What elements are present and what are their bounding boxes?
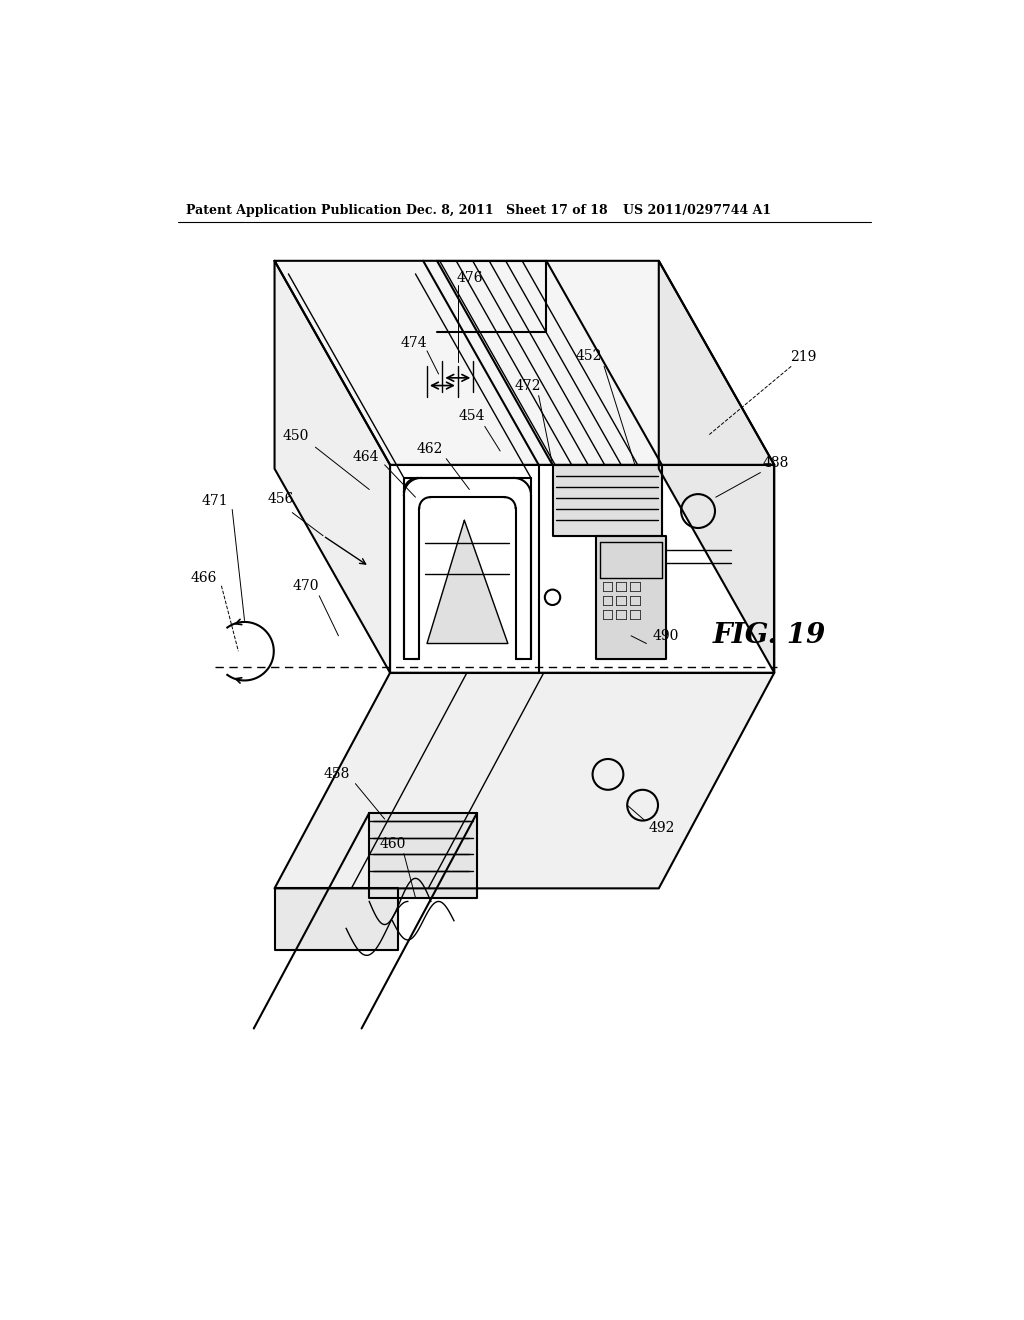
Polygon shape [427,520,508,644]
Text: 476: 476 [456,271,482,285]
Text: 460: 460 [379,837,406,850]
Text: Dec. 8, 2011: Dec. 8, 2011 [407,205,494,218]
Text: 466: 466 [190,572,217,585]
Text: 464: 464 [352,450,379,465]
Text: 452: 452 [575,350,602,363]
Text: 472: 472 [515,379,541,392]
Text: 490: 490 [652,628,679,643]
Text: 450: 450 [283,429,309,442]
Polygon shape [274,261,390,673]
Text: FIG. 19: FIG. 19 [713,622,826,649]
Text: 454: 454 [459,409,485,424]
Text: 474: 474 [400,337,427,350]
Polygon shape [390,465,774,673]
Polygon shape [274,673,774,888]
Text: Sheet 17 of 18: Sheet 17 of 18 [506,205,608,218]
Text: US 2011/0297744 A1: US 2011/0297744 A1 [624,205,771,218]
Text: 458: 458 [324,767,350,781]
Text: 492: 492 [648,821,675,836]
Text: 462: 462 [416,442,442,457]
Text: 471: 471 [202,494,228,508]
Text: 219: 219 [790,350,816,364]
Polygon shape [658,261,774,673]
Polygon shape [553,465,662,536]
Text: 456: 456 [267,492,294,506]
Text: Patent Application Publication: Patent Application Publication [186,205,401,218]
Text: 488: 488 [763,455,790,470]
Polygon shape [596,536,666,659]
Polygon shape [370,813,477,898]
Text: 470: 470 [293,578,319,593]
Polygon shape [274,261,774,465]
Polygon shape [274,888,397,950]
